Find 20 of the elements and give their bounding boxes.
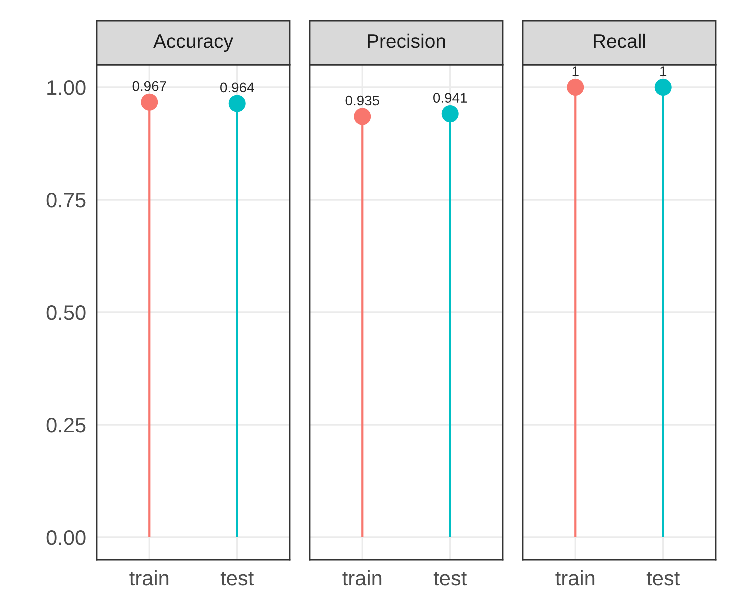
data-label: 0.967	[132, 81, 166, 92]
x-tick-label: train	[342, 570, 382, 586]
data-label: 0.935	[346, 96, 380, 106]
chart-title: Precision	[368, 34, 446, 48]
data-label: 1	[660, 66, 667, 76]
chart-title: Accuracy	[154, 34, 234, 52]
x-tick-label: test	[434, 572, 467, 586]
chart-title: Recall	[594, 34, 646, 48]
data-label: 0.941	[434, 93, 468, 103]
data-label: 1	[572, 66, 579, 76]
y-tick-label: 0.25	[46, 418, 86, 433]
y-tick-label: 0.00	[46, 530, 86, 546]
y-tick-label: 1.00	[48, 80, 86, 96]
y-tick-label: 0.75	[46, 193, 86, 208]
y-tick-label: 0.50	[46, 306, 86, 320]
x-tick-label: train	[556, 570, 595, 586]
data-label: 0.964	[220, 82, 254, 93]
x-tick-label: test	[646, 572, 680, 586]
x-tick-label: test	[220, 572, 254, 586]
x-tick-label: train	[130, 570, 169, 586]
